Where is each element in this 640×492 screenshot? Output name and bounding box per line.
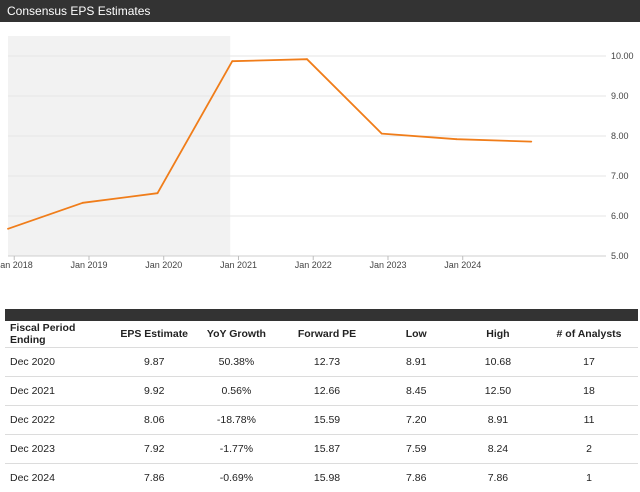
table-cell: 15.59 [277,406,376,435]
x-tick-label: Jan 2018 [0,260,33,270]
table-cell: 9.92 [113,377,196,406]
table-cell: 7.92 [113,435,196,464]
eps-data-point [82,202,84,204]
table-row: Dec 2024 7.86 -0.69% 15.98 7.86 7.86 1 [5,464,638,492]
eps-estimates-table: Fiscal Period Ending EPS Estimate YoY Gr… [5,321,638,492]
eps-data-point [157,192,159,194]
x-tick-label: Jan 2022 [295,260,332,270]
y-tick-label: 7.00 [611,171,629,181]
table-cell: 12.66 [277,377,376,406]
x-tick-label: Jan 2019 [70,260,107,270]
table-cell: Dec 2024 [5,464,113,492]
table-cell: 10.68 [456,348,540,377]
eps-data-point [306,58,308,60]
table-cell: 8.24 [456,435,540,464]
table-header-row: Fiscal Period Ending EPS Estimate YoY Gr… [5,321,638,348]
table-cell: 8.91 [377,348,456,377]
table-cell: -0.69% [195,464,277,492]
column-header: # of Analysts [540,321,638,348]
x-tick-label: Jan 2023 [369,260,406,270]
eps-data-point [7,228,9,230]
y-tick-label: 8.00 [611,131,629,141]
table-cell: 7.20 [377,406,456,435]
table-cell: 17 [540,348,638,377]
x-tick-label: Jan 2024 [444,260,481,270]
historical-shaded-region [8,36,230,256]
table-row: Dec 2022 8.06 -18.78% 15.59 7.20 8.91 11 [5,406,638,435]
table-cell: Dec 2020 [5,348,113,377]
column-header: Forward PE [277,321,376,348]
column-header: High [456,321,540,348]
section-header: Consensus EPS Estimates [0,0,640,22]
table-cell: 7.86 [377,464,456,492]
table-cell: 15.98 [277,464,376,492]
section-title: Consensus EPS Estimates [7,4,150,18]
table-cell: 50.38% [195,348,277,377]
column-header: EPS Estimate [113,321,196,348]
table-cell: 12.50 [456,377,540,406]
table-cell: 11 [540,406,638,435]
table-cell: 1 [540,464,638,492]
table-cell: 9.87 [113,348,196,377]
column-header: Low [377,321,456,348]
eps-data-point [231,60,233,62]
table-cell: 8.91 [456,406,540,435]
table-cell: 18 [540,377,638,406]
table-cell: -1.77% [195,435,277,464]
table-cell: 2 [540,435,638,464]
column-header: Fiscal Period Ending [5,321,113,348]
table-cell: Dec 2023 [5,435,113,464]
eps-line-chart: 5.00 6.00 7.00 8.00 9.00 10.00 Jan 2018 Jan 201… [0,22,640,280]
eps-data-point [381,133,383,135]
eps-data-point [456,138,458,140]
table-cell: 15.87 [277,435,376,464]
table-row: Dec 2021 9.92 0.56% 12.66 8.45 12.50 18 [5,377,638,406]
table-cell: 0.56% [195,377,277,406]
table-cell: 7.86 [456,464,540,492]
table-cell: 12.73 [277,348,376,377]
table-cell: 8.45 [377,377,456,406]
table-cell: Dec 2022 [5,406,113,435]
table-row: Dec 2020 9.87 50.38% 12.73 8.91 10.68 17 [5,348,638,377]
table-cell: 7.86 [113,464,196,492]
eps-data-point [530,141,532,143]
table-cell: 7.59 [377,435,456,464]
x-tick-label: Jan 2020 [145,260,182,270]
table-cell: 8.06 [113,406,196,435]
table-cell: -18.78% [195,406,277,435]
y-tick-label: 10.00 [611,51,634,61]
column-header: YoY Growth [195,321,277,348]
y-tick-label: 6.00 [611,211,629,221]
table-row: Dec 2023 7.92 -1.77% 15.87 7.59 8.24 2 [5,435,638,464]
x-tick-label: Jan 2021 [220,260,257,270]
y-tick-label: 5.00 [611,251,629,261]
table-header-bar [5,309,638,321]
table-cell: Dec 2021 [5,377,113,406]
y-tick-label: 9.00 [611,91,629,101]
